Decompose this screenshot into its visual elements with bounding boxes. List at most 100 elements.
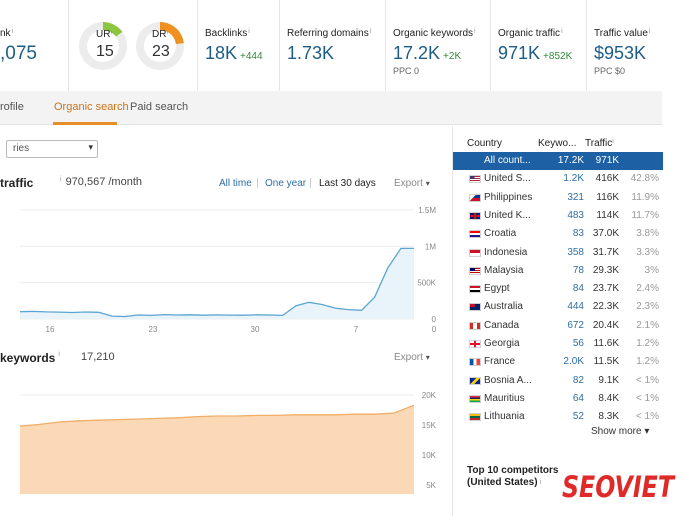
traffic-x-tick: 7 bbox=[354, 325, 359, 334]
range-last-30-days[interactable]: Last 30 days bbox=[319, 178, 376, 189]
traffic-export-button[interactable]: Export ▾ bbox=[394, 178, 430, 189]
organic-keywords-metric[interactable]: Organic keywordsi 17.2K +2K PPC 0 bbox=[385, 0, 490, 92]
country-keywords[interactable]: 82 bbox=[572, 374, 584, 386]
country-row[interactable]: Malaysia 78 29.3K 3% bbox=[453, 262, 663, 280]
traffic-x-tick: 30 bbox=[251, 325, 260, 334]
ahrefs-rank-metric: nki ,075 bbox=[0, 0, 68, 92]
country-row[interactable]: Lithuania 52 8.3K < 1% bbox=[453, 408, 663, 426]
country-row[interactable]: United K... 483 114K 11.7% bbox=[453, 207, 663, 225]
country-traffic: 29.3K bbox=[592, 264, 619, 276]
country-keywords[interactable]: 78 bbox=[572, 264, 584, 276]
traffic-area bbox=[20, 248, 414, 319]
country-keywords[interactable]: 321 bbox=[567, 191, 584, 203]
country-row[interactable]: Canada 672 20.4K 2.1% bbox=[453, 317, 663, 335]
range-divider bbox=[257, 178, 258, 188]
flag-icon-ca bbox=[469, 321, 481, 330]
country-select[interactable]: ries ▾ bbox=[6, 140, 98, 158]
country-keywords[interactable]: 17.2K bbox=[557, 155, 584, 166]
info-icon: i bbox=[58, 351, 60, 358]
country-row-all[interactable]: All count... 17.2K 971K bbox=[453, 152, 663, 170]
traffic-value-ppc: PPC $0 bbox=[594, 66, 626, 76]
seoviet-logo: SEOVIET bbox=[562, 470, 676, 504]
top-competitors-heading: Top 10 competitors (United States) i bbox=[467, 465, 559, 488]
country-row[interactable]: Mauritius 64 8.4K < 1% bbox=[453, 390, 663, 408]
country-traffic: 116K bbox=[596, 191, 619, 203]
country-row[interactable]: United S... 1.2K 416K 42.8% bbox=[453, 170, 663, 188]
country-row[interactable]: Croatia 83 37.0K 3.8% bbox=[453, 225, 663, 243]
ur-label: URi bbox=[96, 29, 113, 40]
country-traffic-share: 3% bbox=[644, 264, 659, 276]
dr-gauge bbox=[136, 22, 184, 70]
countries-panel: Country Keywo... Traffici All count... 17… bbox=[452, 126, 663, 516]
ahrefs-rank-label: nki bbox=[0, 28, 14, 39]
country-keywords[interactable]: 483 bbox=[567, 209, 584, 221]
flag-icon-lt bbox=[469, 413, 481, 422]
country-row[interactable]: Philippines 321 116K 11.9% bbox=[453, 189, 663, 207]
show-more-button[interactable]: Show more ▾ bbox=[591, 426, 650, 437]
country-keywords[interactable]: 358 bbox=[567, 246, 584, 258]
tab-profile[interactable]: rofile bbox=[0, 101, 24, 113]
country-keywords[interactable]: 64 bbox=[572, 392, 584, 404]
traffic-value-value[interactable]: $953K bbox=[594, 43, 647, 63]
keywords-section-title: keywords i bbox=[0, 351, 60, 365]
country-row[interactable]: Australia 444 22.3K 2.3% bbox=[453, 298, 663, 316]
keywords-column-header[interactable]: Keywo... bbox=[538, 138, 577, 149]
country-keywords[interactable]: 1.2K bbox=[563, 173, 584, 185]
organic-traffic-value[interactable]: 971K +852K bbox=[498, 43, 573, 63]
organic-keywords-value[interactable]: 17.2K +2K bbox=[393, 43, 462, 63]
country-name: All count... bbox=[484, 155, 531, 166]
country-row[interactable]: Georgia 56 11.6K 1.2% bbox=[453, 335, 663, 353]
flag-icon-fr bbox=[469, 358, 481, 367]
country-keywords[interactable]: 56 bbox=[572, 338, 584, 349]
country-row[interactable]: France 2.0K 11.5K 1.2% bbox=[453, 353, 663, 371]
flag-icon-ph bbox=[469, 193, 481, 202]
organic-traffic-metric[interactable]: Organic traffici 971K +852K bbox=[490, 0, 586, 92]
country-keywords[interactable]: 672 bbox=[567, 319, 584, 331]
referring-domains-value[interactable]: 1.73K bbox=[287, 43, 335, 63]
country-column-header[interactable]: Country bbox=[467, 138, 503, 149]
range-all-time[interactable]: All time bbox=[219, 178, 252, 189]
country-name: Canada bbox=[484, 319, 520, 331]
country-name: United K... bbox=[484, 209, 531, 221]
country-row[interactable]: Egypt 84 23.7K 2.4% bbox=[453, 280, 663, 298]
backlinks-value[interactable]: 18K +444 bbox=[205, 43, 263, 63]
country-name: Malaysia bbox=[484, 264, 524, 276]
country-traffic: 416K bbox=[595, 173, 619, 185]
country-keywords[interactable]: 52 bbox=[572, 411, 584, 423]
keywords-y-tick: 20K bbox=[422, 391, 437, 400]
info-icon: i bbox=[539, 479, 542, 486]
traffic-value-metric[interactable]: Traffic valuei $953K PPC $0 bbox=[586, 0, 686, 92]
country-keywords[interactable]: 444 bbox=[567, 301, 584, 313]
country-traffic: 8.4K bbox=[598, 392, 619, 404]
country-keywords[interactable]: 83 bbox=[572, 228, 584, 240]
traffic-column-header[interactable]: Traffici bbox=[585, 138, 614, 149]
country-traffic: 11.5K bbox=[593, 356, 619, 368]
organic-keywords-delta: +2K bbox=[443, 51, 462, 62]
traffic-section-title: traffic bbox=[0, 176, 34, 190]
tab-organic-search[interactable]: Organic search bbox=[54, 101, 129, 113]
flag-icon-mu bbox=[469, 394, 481, 403]
chevron-down-icon: ▾ bbox=[425, 179, 430, 188]
country-name: Australia bbox=[484, 301, 523, 313]
flag-icon-au bbox=[469, 303, 481, 312]
flag-icon-my bbox=[469, 266, 481, 275]
country-name: United S... bbox=[484, 173, 531, 185]
backlinks-metric[interactable]: Backlinksi 18K +444 bbox=[197, 0, 279, 92]
flag-icon-hr bbox=[469, 230, 481, 239]
flag-icon-ba bbox=[469, 376, 481, 385]
flag-icon-gb bbox=[469, 211, 481, 220]
country-traffic-share: 11.7% bbox=[631, 209, 659, 221]
country-traffic-share: 2.1% bbox=[636, 319, 659, 331]
country-keywords[interactable]: 2.0K bbox=[563, 356, 584, 368]
country-row[interactable]: Indonesia 358 31.7K 3.3% bbox=[453, 244, 663, 262]
keywords-export-button[interactable]: Export ▾ bbox=[394, 352, 430, 363]
keywords-chart: 20K 15K 10K 5K bbox=[19, 391, 437, 494]
tab-paid-search[interactable]: Paid search bbox=[130, 101, 189, 113]
country-traffic: 22.3K bbox=[592, 301, 619, 313]
range-one-year[interactable]: One year bbox=[265, 178, 307, 189]
referring-domains-metric[interactable]: Referring domainsi 1.73K bbox=[279, 0, 385, 92]
country-traffic: 20.4K bbox=[592, 319, 619, 331]
country-row[interactable]: Bosnia A... 82 9.1K < 1% bbox=[453, 372, 663, 390]
traffic-value-label: Traffic valuei bbox=[594, 28, 651, 39]
country-keywords[interactable]: 84 bbox=[572, 283, 584, 295]
